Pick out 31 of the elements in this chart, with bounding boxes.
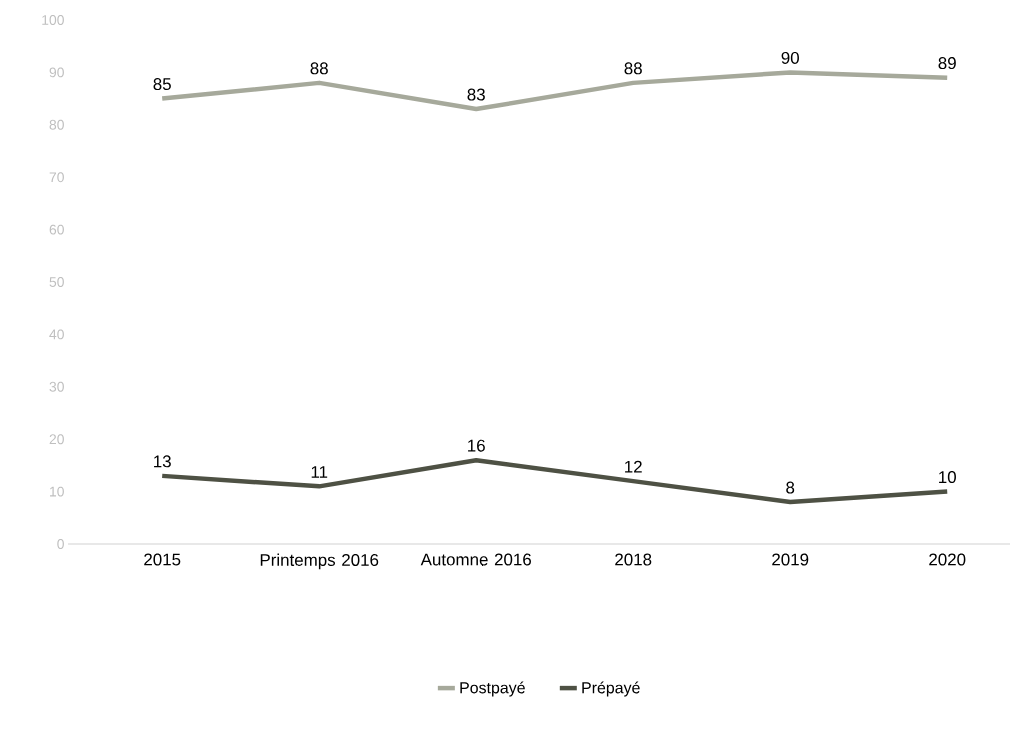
y-tick-label: 100 (42, 15, 64, 25)
x-tick-label: Printemps 2016 (260, 553, 379, 570)
y-tick-label: 60 (49, 224, 64, 235)
legend-label: Prépayé (582, 681, 640, 697)
y-tick-label: 10 (50, 486, 64, 497)
y-tick-label: 40 (49, 329, 64, 340)
y-tick-label: 70 (49, 172, 64, 183)
data-label: 88 (310, 62, 328, 75)
data-label: 16 (468, 439, 485, 452)
data-label: 10 (939, 471, 956, 484)
y-tick-label: 30 (49, 381, 64, 392)
x-tick-label: 2019 (772, 553, 809, 566)
data-label: 8 (786, 481, 795, 494)
y-tick-label: 20 (49, 434, 64, 445)
data-label: 11 (311, 466, 328, 478)
x-tick-label: 2018 (615, 553, 652, 566)
x-tick-label: 2015 (144, 553, 181, 566)
data-label: 88 (624, 62, 642, 75)
data-label: 13 (154, 455, 171, 468)
legend-label: Postpayé (460, 681, 525, 697)
data-label: 85 (153, 78, 171, 91)
data-label: 90 (781, 51, 799, 64)
y-tick-label: 90 (49, 67, 64, 78)
x-tick-label: Automne 2016 (420, 553, 531, 566)
data-label: 89 (938, 57, 956, 70)
x-tick-label: 2020 (929, 553, 966, 566)
data-label: 83 (467, 88, 485, 101)
y-tick-label: 80 (49, 119, 64, 130)
y-tick-label: 50 (49, 277, 64, 287)
data-label: 12 (625, 460, 642, 473)
y-tick-label: 0 (57, 539, 64, 549)
